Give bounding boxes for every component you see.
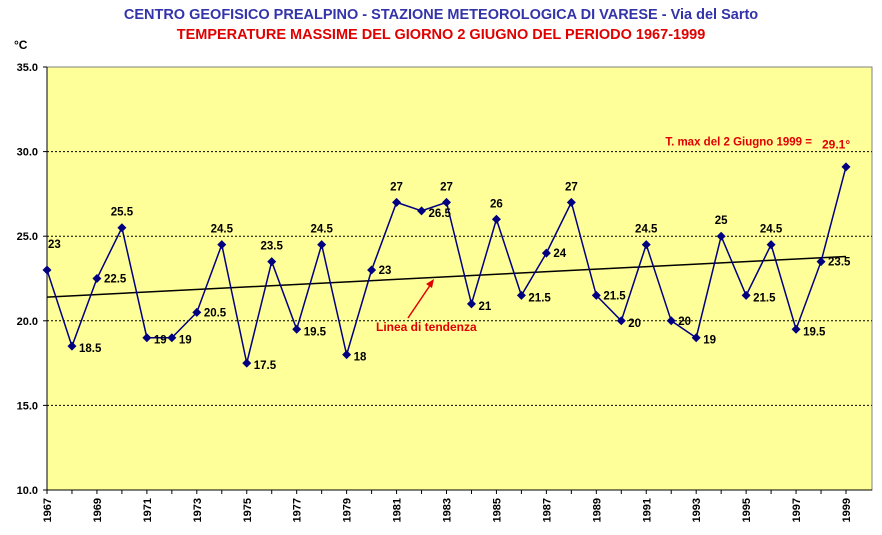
data-point xyxy=(67,341,77,351)
data-point xyxy=(541,248,551,258)
data-point xyxy=(192,307,202,317)
data-label: 19 xyxy=(154,335,167,347)
data-point xyxy=(92,274,102,283)
data-label: 24.5 xyxy=(760,224,783,236)
data-point xyxy=(616,316,626,326)
data-label: 24.5 xyxy=(310,224,333,236)
y-tick-label: 20.0 xyxy=(17,316,38,328)
y-tick-label: 30.0 xyxy=(17,147,38,159)
data-point xyxy=(741,290,751,300)
data-point xyxy=(242,358,252,368)
data-point xyxy=(491,214,501,224)
data-label: 19.5 xyxy=(304,326,327,338)
data-label: 20 xyxy=(678,316,691,328)
data-point xyxy=(791,324,801,334)
data-point xyxy=(766,240,776,250)
data-label: 24.5 xyxy=(635,224,658,236)
data-label: 23.5 xyxy=(828,257,851,269)
x-tick-label: 1991 xyxy=(641,498,653,522)
x-tick-label: 1971 xyxy=(142,498,154,522)
y-tick-label: 15.0 xyxy=(17,400,38,412)
y-tick-label: 10.0 xyxy=(17,485,38,497)
y-tick-label: 25.0 xyxy=(17,231,38,243)
x-tick-label: 1983 xyxy=(442,498,454,522)
data-point xyxy=(641,240,651,250)
x-tick-label: 1973 xyxy=(192,498,204,522)
data-point xyxy=(566,197,576,207)
data-point xyxy=(466,299,476,309)
x-tick-label: 1969 xyxy=(92,498,104,522)
data-point xyxy=(591,290,601,300)
data-label: 21.5 xyxy=(528,292,551,304)
data-point xyxy=(267,257,277,267)
data-label: 24.5 xyxy=(211,224,234,236)
trend-line xyxy=(46,255,847,298)
data-label: 19 xyxy=(179,335,192,347)
data-label: 21.5 xyxy=(753,292,776,304)
data-point xyxy=(666,316,676,326)
x-tick-label: 1975 xyxy=(242,498,254,522)
data-label: 19.5 xyxy=(803,326,826,338)
data-label: 23.5 xyxy=(261,241,284,253)
data-point xyxy=(841,162,851,172)
data-label: 24 xyxy=(553,248,566,260)
data-point xyxy=(167,333,177,343)
data-label: 20.5 xyxy=(204,307,227,319)
data-point xyxy=(392,197,402,207)
chart-title: CENTRO GEOFISICO PREALPINO - STAZIONE ME… xyxy=(123,7,759,23)
x-tick-label: 1979 xyxy=(342,498,354,522)
data-label: 26 xyxy=(490,198,503,210)
data-point xyxy=(317,240,327,250)
data-point xyxy=(42,265,52,275)
data-point xyxy=(691,333,701,343)
data-point xyxy=(367,265,377,275)
data-point xyxy=(292,324,302,334)
data-label: 17.5 xyxy=(254,360,277,372)
data-point xyxy=(816,257,826,267)
data-label: 27 xyxy=(440,181,453,193)
data-label: 18.5 xyxy=(79,343,102,355)
y-unit-label: °C xyxy=(14,38,28,52)
data-point xyxy=(516,290,526,300)
data-label: 19 xyxy=(703,335,716,347)
data-point xyxy=(442,197,451,207)
trend-arrow-line xyxy=(407,280,434,319)
x-tick-label: 1985 xyxy=(491,498,503,522)
data-label: 21 xyxy=(478,301,491,313)
trend-label: Linea di tendenza xyxy=(376,320,477,334)
data-point xyxy=(142,333,152,343)
data-point xyxy=(217,240,227,250)
x-tick-label: 1993 xyxy=(691,498,703,522)
data-label: 18 xyxy=(354,352,367,364)
data-label: 23 xyxy=(379,265,392,277)
x-tick-label: 1999 xyxy=(841,498,853,522)
data-label: 25 xyxy=(715,215,728,227)
data-label: 21.5 xyxy=(603,290,626,302)
data-point xyxy=(716,231,726,241)
trend-arrow-head xyxy=(426,279,434,288)
data-label: 23 xyxy=(48,239,61,251)
x-tick-label: 1995 xyxy=(741,498,753,522)
chart-subtitle: TEMPERATURE MASSIME DEL GIORNO 2 GIUGNO … xyxy=(176,27,706,43)
y-tick-label: 35.0 xyxy=(17,62,38,74)
data-point xyxy=(342,350,352,360)
data-label: 22.5 xyxy=(104,274,127,286)
data-label: 25.5 xyxy=(111,207,134,219)
data-point xyxy=(417,206,427,216)
x-tick-label: 1987 xyxy=(541,498,553,522)
data-label: 26.5 xyxy=(429,208,452,220)
max-annotation-label: T. max del 2 Giugno 1999 = xyxy=(665,137,812,149)
x-tick-label: 1967 xyxy=(42,498,54,522)
x-tick-label: 1977 xyxy=(292,498,304,522)
data-label: 20 xyxy=(628,318,641,330)
max-annotation-value: 29.1° xyxy=(822,138,850,152)
data-point xyxy=(117,223,127,233)
x-tick-label: 1997 xyxy=(791,498,803,522)
plot-area xyxy=(46,66,873,491)
x-tick-label: 1981 xyxy=(392,498,404,522)
x-tick-label: 1989 xyxy=(591,498,603,522)
data-label: 27 xyxy=(390,181,403,193)
data-label: 27 xyxy=(565,181,578,193)
